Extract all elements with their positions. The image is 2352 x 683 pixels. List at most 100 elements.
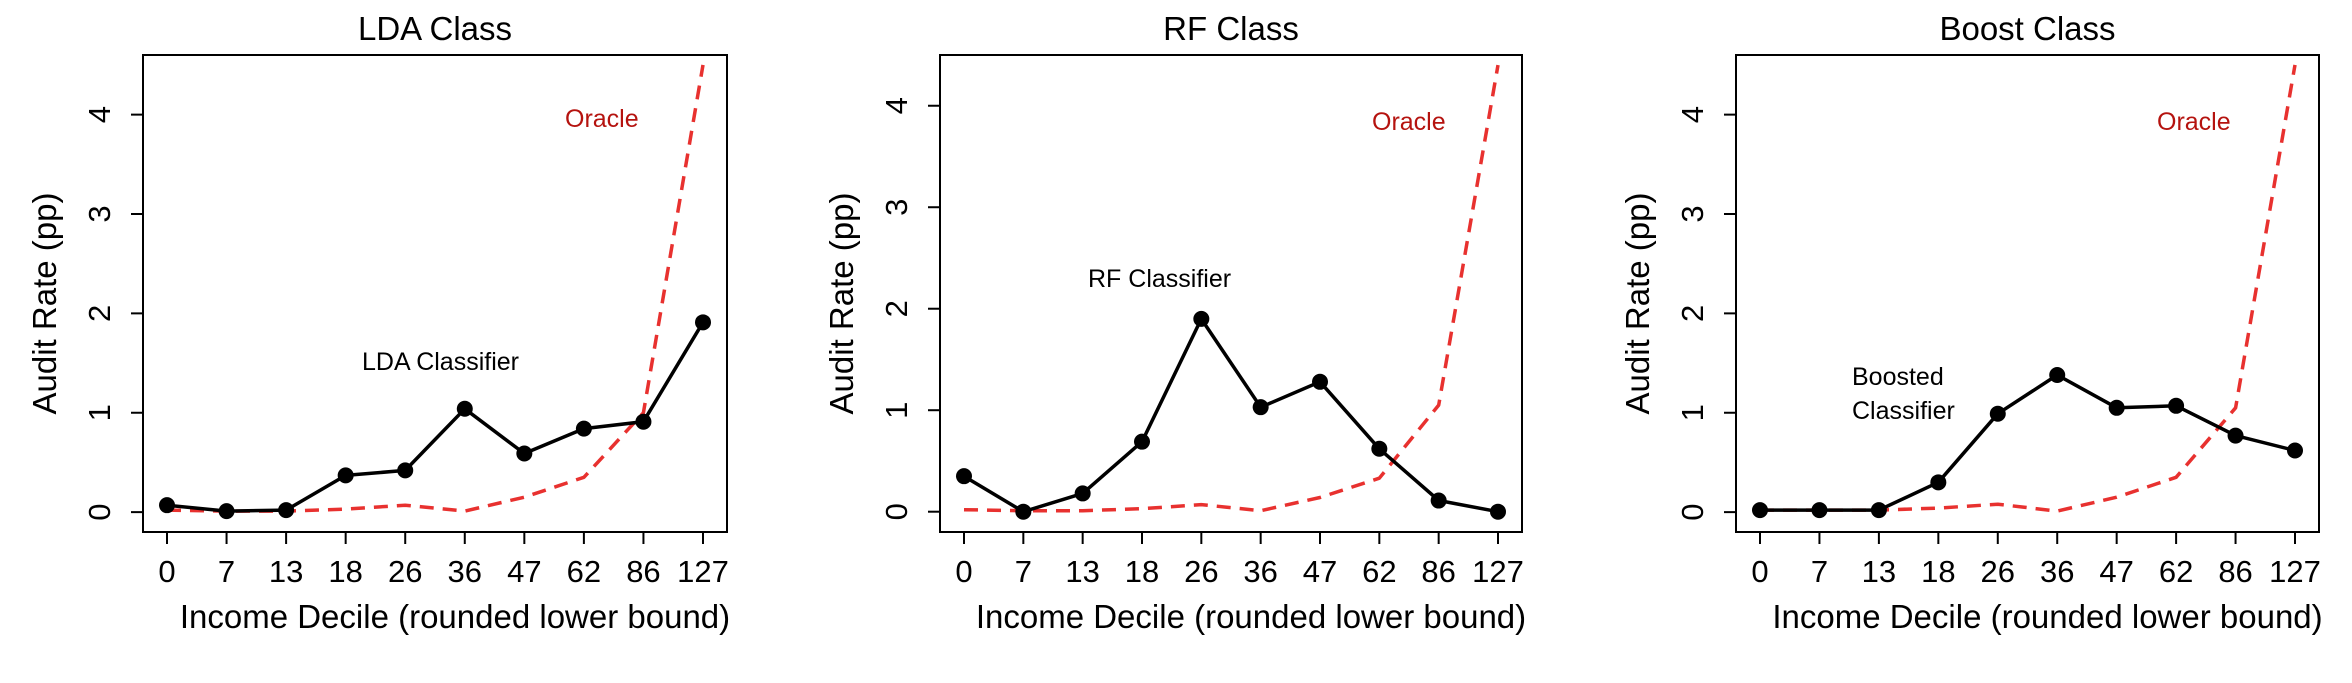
chart-panel-1: LDA Class 0 7 13 18 26 36 47 62 86 127 0 1 2 3 4 Income … bbox=[26, 10, 730, 635]
y-tick-label: 0 bbox=[1675, 504, 1710, 521]
data-point bbox=[2168, 397, 2185, 414]
annotation-oracle: Oracle bbox=[565, 105, 639, 133]
data-point bbox=[575, 420, 592, 437]
y-axis-label: Audit Rate (pp) bbox=[1619, 193, 1656, 415]
x-tick-label: 7 bbox=[1811, 554, 1828, 589]
x-tick-label: 7 bbox=[218, 554, 235, 589]
x-tick-label: 86 bbox=[626, 554, 660, 589]
series-line-lda-classifier bbox=[166, 321, 705, 513]
data-point bbox=[2287, 442, 2303, 459]
data-point bbox=[159, 497, 175, 514]
x-tick-label: 26 bbox=[1981, 554, 2015, 589]
x-tick-label: 18 bbox=[328, 554, 362, 589]
data-point bbox=[1752, 502, 1768, 519]
y-tick-label: 4 bbox=[879, 97, 914, 114]
x-tick-label: 62 bbox=[1362, 554, 1396, 589]
data-point bbox=[1490, 503, 1506, 520]
x-tick-label: 18 bbox=[1921, 554, 1955, 589]
plot-frame bbox=[1735, 54, 2320, 533]
data-point bbox=[516, 445, 533, 462]
data-point bbox=[2049, 366, 2066, 383]
chart-title: RF Class bbox=[1163, 10, 1299, 47]
x-tick-label: 47 bbox=[1303, 554, 1337, 589]
data-point bbox=[635, 413, 652, 430]
x-axis-label: Income Decile (rounded lower bound) bbox=[180, 598, 730, 635]
annotation-classifier: Classifier bbox=[1852, 397, 1955, 425]
x-axis-label: Income Decile (rounded lower bound) bbox=[1772, 598, 2322, 635]
plot-frame bbox=[142, 54, 728, 533]
x-tick-label: 36 bbox=[1243, 554, 1277, 589]
data-point bbox=[397, 462, 414, 479]
x-axis-label: Income Decile (rounded lower bound) bbox=[976, 598, 1526, 635]
chart-panel-3: Boost Class 0 7 13 18 26 36 47 62 86 127 0 1 2 3 4 Incom… bbox=[1619, 10, 2323, 635]
x-tick-label: 86 bbox=[2218, 554, 2252, 589]
data-point bbox=[1430, 492, 1447, 509]
series-line-oracle bbox=[166, 64, 705, 513]
y-tick-label: 1 bbox=[1675, 404, 1710, 421]
y-tick-label: 0 bbox=[879, 503, 914, 520]
data-point bbox=[1252, 399, 1269, 416]
data-point bbox=[1312, 373, 1328, 390]
x-tick-label: 127 bbox=[677, 554, 729, 589]
y-tick-label: 3 bbox=[879, 199, 914, 216]
x-tick-label: 13 bbox=[269, 554, 303, 589]
data-point bbox=[2108, 399, 2125, 416]
y-tick-label: 2 bbox=[879, 300, 914, 317]
series-line-boosted-classifier bbox=[1760, 373, 2296, 512]
chart-panel-2: RF Class 0 7 13 18 26 36 47 62 86 127 0 1 2 3 4 Income D… bbox=[823, 10, 1526, 635]
x-tick-label: 86 bbox=[1421, 554, 1455, 589]
data-point bbox=[278, 502, 295, 519]
y-tick-label: 4 bbox=[82, 106, 117, 123]
data-point bbox=[1870, 502, 1887, 519]
x-tick-label: 0 bbox=[158, 554, 175, 589]
x-tick-label: 0 bbox=[955, 554, 972, 589]
data-point bbox=[1371, 440, 1388, 457]
x-tick-label: 62 bbox=[567, 554, 601, 589]
x-tick-label: 0 bbox=[1751, 554, 1768, 589]
x-tick-label: 18 bbox=[1125, 554, 1159, 589]
x-tick-label: 62 bbox=[2159, 554, 2193, 589]
chart-title: LDA Class bbox=[358, 10, 512, 47]
data-point bbox=[1134, 433, 1150, 450]
plot-frame bbox=[939, 54, 1523, 533]
y-tick-label: 3 bbox=[1675, 205, 1710, 222]
y-tick-label: 2 bbox=[1675, 305, 1710, 322]
annotation-boosted: Boosted bbox=[1852, 363, 1944, 391]
data-point bbox=[218, 503, 235, 520]
data-point bbox=[1930, 474, 1947, 491]
data-point bbox=[1193, 310, 1210, 327]
data-point bbox=[1989, 405, 2006, 422]
x-tick-label: 36 bbox=[2040, 554, 2074, 589]
annotation-lda-classifier: LDA Classifier bbox=[362, 348, 519, 376]
data-point bbox=[956, 468, 972, 485]
data-point bbox=[1811, 502, 1828, 519]
x-tick-label: 26 bbox=[388, 554, 422, 589]
y-tick-label: 0 bbox=[82, 504, 117, 521]
data-point bbox=[695, 314, 711, 331]
annotation-oracle: Oracle bbox=[1372, 108, 1446, 136]
x-tick-label: 47 bbox=[507, 554, 541, 589]
x-tick-label: 26 bbox=[1184, 554, 1218, 589]
y-axis-label: Audit Rate (pp) bbox=[26, 193, 63, 415]
data-point bbox=[1015, 503, 1032, 520]
data-point bbox=[456, 400, 473, 417]
data-point bbox=[1074, 485, 1091, 502]
x-tick-label: 13 bbox=[1065, 554, 1099, 589]
y-tick-label: 4 bbox=[1675, 106, 1710, 123]
data-point bbox=[337, 467, 354, 484]
x-tick-label: 127 bbox=[1472, 554, 1524, 589]
x-tick-label: 36 bbox=[448, 554, 482, 589]
series-line-rf-classifier bbox=[963, 317, 1499, 514]
x-tick-label: 47 bbox=[2099, 554, 2133, 589]
data-point bbox=[2227, 427, 2244, 444]
annotation-rf-classifier: RF Classifier bbox=[1088, 265, 1231, 293]
annotation-oracle: Oracle bbox=[2157, 108, 2231, 136]
x-tick-label: 13 bbox=[1862, 554, 1896, 589]
series-line-oracle bbox=[1760, 64, 2297, 513]
series-line-oracle bbox=[963, 64, 1500, 513]
x-tick-label: 127 bbox=[2269, 554, 2321, 589]
y-tick-label: 1 bbox=[82, 404, 117, 421]
chart-title: Boost Class bbox=[1939, 10, 2115, 47]
